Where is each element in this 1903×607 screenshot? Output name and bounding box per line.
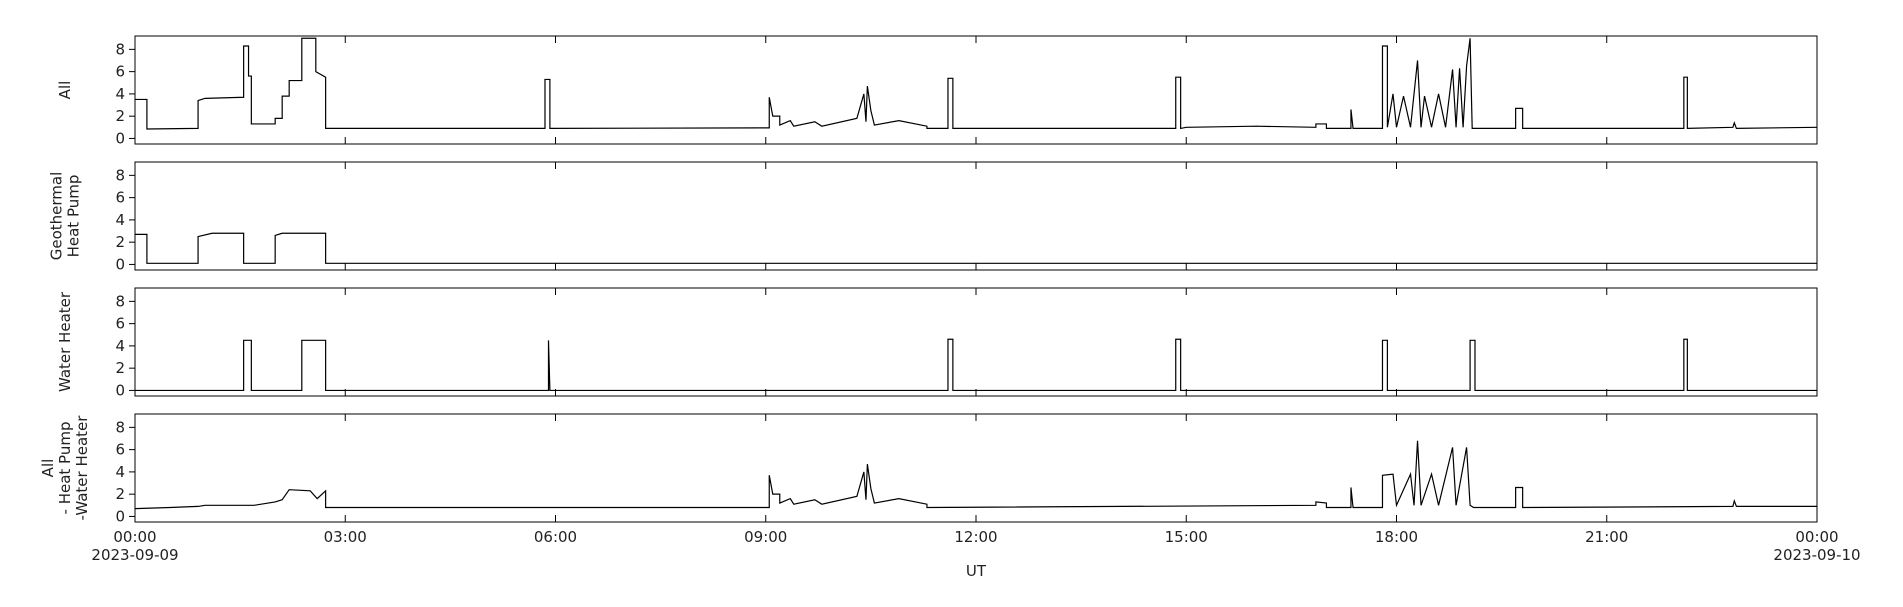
x-tick-label: 06:00 [534, 528, 577, 546]
y-tick-label: 6 [115, 441, 125, 459]
y-tick-label: 0 [115, 381, 125, 399]
y-tick-label: 6 [115, 315, 125, 333]
x-tick-label: 12:00 [954, 528, 997, 546]
y-axis-label: All [39, 459, 57, 478]
y-tick-label: 6 [115, 189, 125, 207]
y-axis-label: Heat Pump [65, 175, 83, 258]
panel-frame [134, 161, 1818, 271]
y-tick-label: 6 [115, 63, 125, 81]
y-tick-label: 2 [115, 107, 125, 125]
panel-frame [134, 35, 1818, 145]
y-axis-label: All [56, 81, 74, 100]
y-axis-label: -Water Heater [73, 415, 91, 521]
panel-frame [134, 413, 1818, 523]
data-line [135, 232, 1817, 264]
y-tick-label: 0 [115, 255, 125, 273]
y-axis-label: - Heat Pump [56, 422, 74, 515]
y-axis-label: Water Heater [56, 291, 74, 392]
date-label: 2023-09-09 [91, 546, 178, 564]
y-tick-label: 4 [115, 211, 125, 229]
data-line [135, 440, 1817, 510]
y-tick-label: 8 [115, 418, 125, 436]
y-axis-label: Geothermal [48, 172, 66, 261]
y-tick-label: 0 [115, 507, 125, 525]
y-tick-label: 2 [115, 359, 125, 377]
data-line [135, 37, 1817, 130]
y-tick-label: 4 [115, 85, 125, 103]
x-axis-label: UT [966, 562, 987, 580]
y-tick-label: 8 [115, 292, 125, 310]
x-tick-label: 09:00 [744, 528, 787, 546]
x-tick-label: 00:00 [113, 528, 156, 546]
y-tick-label: 0 [115, 129, 125, 147]
x-tick-label: 15:00 [1165, 528, 1208, 546]
y-tick-label: 8 [115, 166, 125, 184]
x-tick-label: 21:00 [1585, 528, 1628, 546]
y-tick-label: 2 [115, 233, 125, 251]
x-tick-label: 03:00 [324, 528, 367, 546]
y-tick-label: 4 [115, 337, 125, 355]
x-tick-label: 00:00 [1795, 528, 1838, 546]
y-tick-label: 8 [115, 40, 125, 58]
panel-frame [134, 287, 1818, 397]
y-tick-label: 2 [115, 485, 125, 503]
date-label: 2023-09-10 [1773, 546, 1860, 564]
x-tick-label: 18:00 [1375, 528, 1418, 546]
data-line [135, 338, 1817, 392]
y-tick-label: 4 [115, 463, 125, 481]
